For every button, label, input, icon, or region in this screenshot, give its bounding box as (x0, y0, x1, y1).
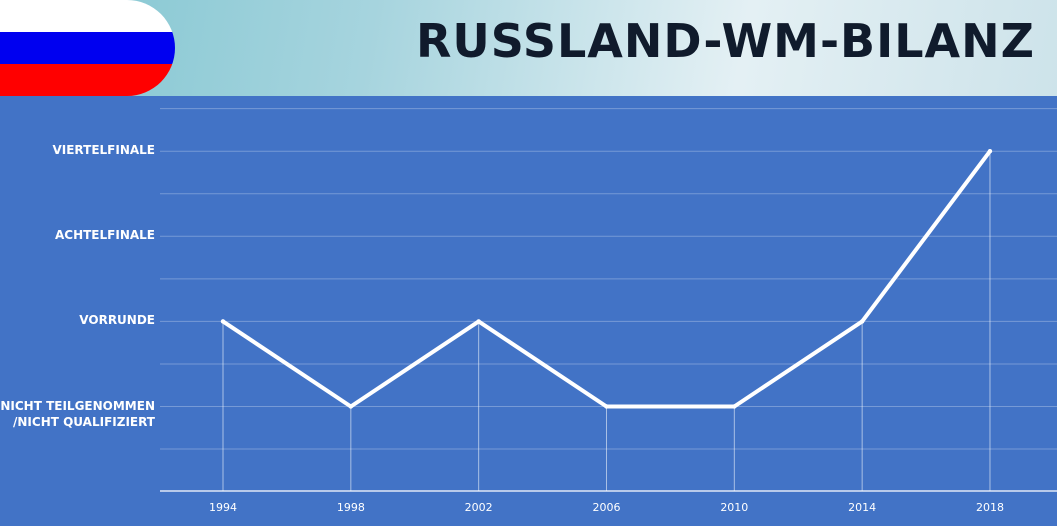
data-point (348, 404, 354, 409)
chart-canvas (160, 108, 1057, 492)
x-tick-label: 2002 (464, 501, 493, 514)
y-tick-label-line: /NICHT QUALIFIZIERT (13, 414, 155, 429)
y-tick-label: VORRUNDE (79, 312, 155, 328)
x-tick-label: 2006 (592, 501, 621, 514)
data-point (476, 319, 481, 324)
x-tick-label: 2010 (720, 501, 749, 514)
data-point (987, 149, 993, 154)
data-point (732, 404, 737, 409)
line-chart: NICHT TEILGENOMMEN/NICHT QUALIFIZIERT VOR… (0, 96, 1057, 526)
y-tick-label: NICHT TEILGENOMMEN/NICHT QUALIFIZIERT (0, 398, 155, 430)
data-point (220, 319, 226, 324)
header-banner: RUSSLAND-WM-BILANZ (0, 0, 1057, 96)
x-tick-label: 1998 (336, 501, 365, 514)
y-tick-label-line: ACHTELFINALE (54, 228, 155, 243)
y-tick-label-line: NICHT TEILGENOMMEN (0, 398, 155, 413)
x-tick-label: 2018 (975, 501, 1004, 514)
page-title: RUSSLAND-WM-BILANZ (416, 14, 1035, 68)
russia-flag-icon (0, 0, 175, 96)
y-tick-label-line: VIERTELFINALE (52, 143, 155, 158)
y-tick-label: ACHTELFINALE (55, 227, 155, 243)
x-tick-label: 1994 (209, 501, 237, 514)
x-tick-label: 2014 (848, 501, 877, 514)
data-point (859, 319, 865, 324)
data-point (604, 404, 609, 409)
y-tick-label: VIERTELFINALE (52, 142, 155, 158)
y-tick-label-line: VORRUNDE (79, 313, 155, 328)
